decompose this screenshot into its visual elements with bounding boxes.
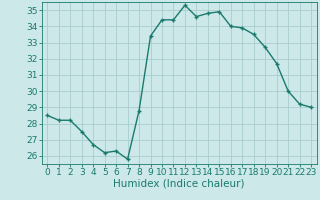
X-axis label: Humidex (Indice chaleur): Humidex (Indice chaleur) (114, 179, 245, 189)
